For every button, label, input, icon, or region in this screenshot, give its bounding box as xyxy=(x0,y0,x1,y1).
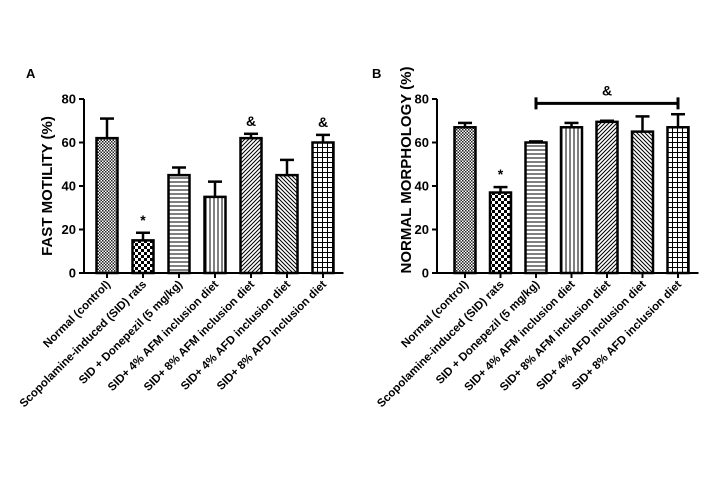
y-tick-label: 40 xyxy=(415,179,429,194)
x-tick-label: Scopolamine-induced (SID) rats xyxy=(18,279,149,410)
bar xyxy=(595,120,619,275)
bar xyxy=(453,126,477,275)
bracket-label: & xyxy=(602,82,612,98)
bar xyxy=(95,136,119,275)
y-axis-label: NORMAL MORPHOLOGY (%) xyxy=(398,67,415,274)
y-tick-label: 20 xyxy=(415,222,429,237)
y-tick-label: 0 xyxy=(69,266,76,281)
bar xyxy=(275,173,299,275)
bar xyxy=(488,191,513,275)
x-tick-label: Normal (control) xyxy=(41,279,113,351)
significance-star: * xyxy=(140,212,146,228)
bar xyxy=(666,126,690,275)
y-tick-label: 0 xyxy=(422,266,429,281)
y-tick-label: 80 xyxy=(62,92,76,107)
chart-fast-motility: FAST MOTILITY (%) 0 20 40 60 80 Normal (contro… xyxy=(18,92,344,410)
y-tick-label: 60 xyxy=(415,135,429,150)
significance-ampersand: & xyxy=(318,114,328,130)
bar xyxy=(131,239,155,275)
y-tick-label: 20 xyxy=(62,222,76,237)
bar xyxy=(559,126,584,275)
bar xyxy=(203,195,227,275)
x-tick-label: Normal (control) xyxy=(399,279,471,351)
y-tick-label: 80 xyxy=(415,92,429,107)
panel-label-a: A xyxy=(26,66,36,81)
bar xyxy=(167,173,191,275)
x-tick-label: Scopolamine-induced (SID) rats xyxy=(375,279,506,410)
y-tick-label: 60 xyxy=(62,135,76,150)
y-axis-label: FAST MOTILITY (%) xyxy=(39,116,56,256)
significance-ampersand: & xyxy=(246,113,256,129)
chart-normal-morphology: NORMAL MORPHOLOGY (%) 0 20 40 60 80 Normal (co… xyxy=(375,67,699,410)
bar xyxy=(524,141,548,275)
bar xyxy=(239,136,263,275)
y-tick-label: 40 xyxy=(62,179,76,194)
panel-label-b: B xyxy=(372,66,381,81)
significance-star: * xyxy=(498,166,504,182)
bar xyxy=(311,141,335,275)
bar xyxy=(630,130,655,275)
